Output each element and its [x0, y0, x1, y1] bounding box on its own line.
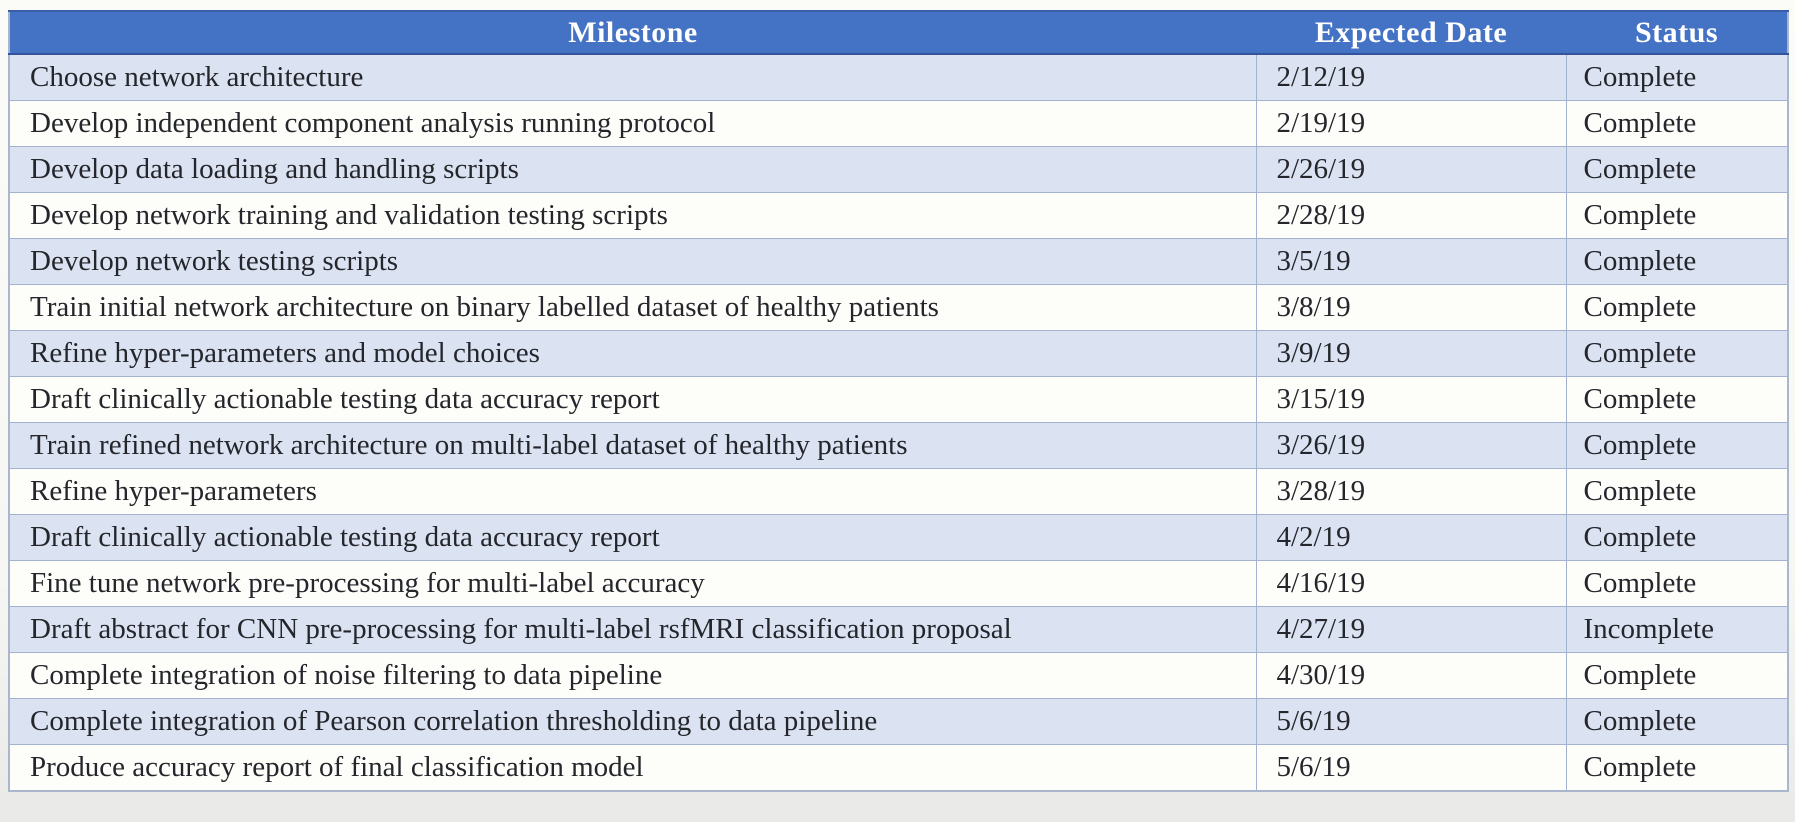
cell-date: 3/9/19 [1255, 330, 1567, 377]
table-row: Produce accuracy report of final classif… [8, 744, 1789, 792]
cell-milestone: Complete integration of noise filtering … [8, 652, 1257, 699]
cell-milestone: Develop independent component analysis r… [8, 100, 1257, 147]
cell-date: 4/16/19 [1255, 560, 1567, 607]
cell-date: 3/15/19 [1255, 376, 1567, 423]
cell-milestone: Train refined network architecture on mu… [8, 422, 1257, 469]
table-row: Draft clinically actionable testing data… [8, 376, 1789, 423]
milestone-table-body: Choose network architecture 2/12/19 Comple… [8, 53, 1789, 792]
cell-milestone: Fine tune network pre-processing for mul… [8, 560, 1257, 607]
column-header-milestone: Milestone [9, 10, 1256, 55]
column-header-expected-date: Expected Date [1256, 10, 1566, 55]
cell-milestone: Develop network testing scripts [8, 238, 1257, 285]
cell-status: Complete [1565, 376, 1789, 423]
cell-date: 3/5/19 [1255, 238, 1567, 285]
cell-date: 2/12/19 [1255, 53, 1567, 101]
cell-milestone: Draft clinically actionable testing data… [8, 514, 1257, 561]
table-row: Choose network architecture 2/12/19 Comple… [8, 53, 1789, 101]
cell-status: Complete [1565, 146, 1789, 193]
cell-date: 3/28/19 [1255, 468, 1567, 515]
cell-status: Complete [1565, 744, 1789, 792]
table-row: Refine hyper-parameters and model choice… [8, 330, 1789, 377]
milestone-table: Milestone Expected Date Status Choose ne… [8, 10, 1789, 792]
cell-status: Incomplete [1565, 606, 1789, 653]
column-header-status: Status [1566, 10, 1788, 55]
table-row: Develop independent component analysis r… [8, 100, 1789, 147]
table-row: Develop data loading and handling script… [8, 146, 1789, 193]
cell-milestone: Draft clinically actionable testing data… [8, 376, 1257, 423]
cell-milestone: Develop network training and validation … [8, 192, 1257, 239]
cell-date: 3/26/19 [1255, 422, 1567, 469]
cell-status: Complete [1565, 284, 1789, 331]
cell-milestone: Refine hyper-parameters and model choice… [8, 330, 1257, 377]
cell-date: 2/19/19 [1255, 100, 1567, 147]
cell-status: Complete [1565, 330, 1789, 377]
cell-date: 5/6/19 [1255, 698, 1567, 745]
table-row: Draft abstract for CNN pre-processing fo… [8, 606, 1789, 653]
cell-status: Complete [1565, 560, 1789, 607]
cell-status: Complete [1565, 192, 1789, 239]
cell-milestone: Complete integration of Pearson correlat… [8, 698, 1257, 745]
cell-status: Complete [1565, 652, 1789, 699]
cell-date: 2/28/19 [1255, 192, 1567, 239]
cell-date: 2/26/19 [1255, 146, 1567, 193]
cell-date: 3/8/19 [1255, 284, 1567, 331]
cell-status: Complete [1565, 53, 1789, 101]
table-row: Draft clinically actionable testing data… [8, 514, 1789, 561]
cell-date: 4/2/19 [1255, 514, 1567, 561]
cell-status: Complete [1565, 238, 1789, 285]
cell-milestone: Train initial network architecture on bi… [8, 284, 1257, 331]
cell-date: 5/6/19 [1255, 744, 1567, 792]
cell-milestone: Develop data loading and handling script… [8, 146, 1257, 193]
table-row: Develop network testing scripts 3/5/19 Com… [8, 238, 1789, 285]
cell-milestone: Choose network architecture [8, 53, 1257, 101]
cell-status: Complete [1565, 698, 1789, 745]
cell-date: 4/30/19 [1255, 652, 1567, 699]
cell-status: Complete [1565, 514, 1789, 561]
table-row: Develop network training and validation … [8, 192, 1789, 239]
milestone-table-container: Milestone Expected Date Status Choose ne… [8, 10, 1789, 792]
cell-milestone: Refine hyper-parameters [8, 468, 1257, 515]
cell-date: 4/27/19 [1255, 606, 1567, 653]
table-row: Complete integration of Pearson correlat… [8, 698, 1789, 745]
cell-status: Complete [1565, 100, 1789, 147]
cell-milestone: Draft abstract for CNN pre-processing fo… [8, 606, 1257, 653]
cell-status: Complete [1565, 422, 1789, 469]
table-row: Fine tune network pre-processing for mul… [8, 560, 1789, 607]
table-row: Complete integration of noise filtering … [8, 652, 1789, 699]
table-row: Train refined network architecture on mu… [8, 422, 1789, 469]
table-header-row: Milestone Expected Date Status [9, 10, 1788, 55]
table-row: Train initial network architecture on bi… [8, 284, 1789, 331]
cell-milestone: Produce accuracy report of final classif… [8, 744, 1257, 792]
cell-status: Complete [1565, 468, 1789, 515]
table-row: Refine hyper-parameters 3/28/19 Complete [8, 468, 1789, 515]
